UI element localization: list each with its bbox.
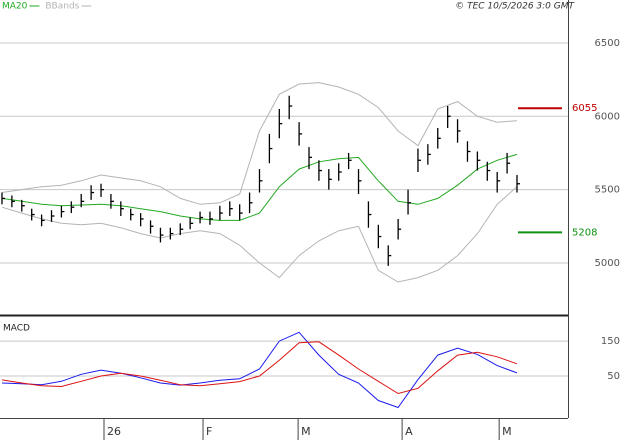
x-tick-label: 26 — [107, 425, 121, 438]
band-lower — [1, 186, 518, 283]
x-tick-label: A — [405, 425, 413, 438]
level-label: 6055 — [572, 103, 597, 114]
x-tick-label: M — [502, 425, 512, 438]
band-upper — [1, 82, 518, 205]
y-tick-label: 5000 — [595, 258, 620, 269]
y-tick-label: 150 — [601, 336, 620, 347]
macd-title: MACD — [3, 324, 30, 334]
y-tick-label: 50 — [607, 371, 620, 382]
macd-line — [1, 341, 518, 395]
macd-line — [1, 331, 518, 409]
legend-label: MA20 — [2, 2, 28, 12]
ma-line — [1, 153, 518, 221]
y-tick-label: 6500 — [595, 38, 620, 49]
x-tick-label: M — [301, 425, 311, 438]
x-tick-label: F — [206, 425, 212, 438]
copyright: © TEC 10/5/2026 3:0 GMT — [455, 2, 575, 12]
level-label: 5208 — [572, 227, 597, 238]
legend-label: BBands — [45, 2, 79, 12]
y-tick-label: 6000 — [595, 111, 620, 122]
y-tick-label: 5500 — [595, 185, 620, 196]
